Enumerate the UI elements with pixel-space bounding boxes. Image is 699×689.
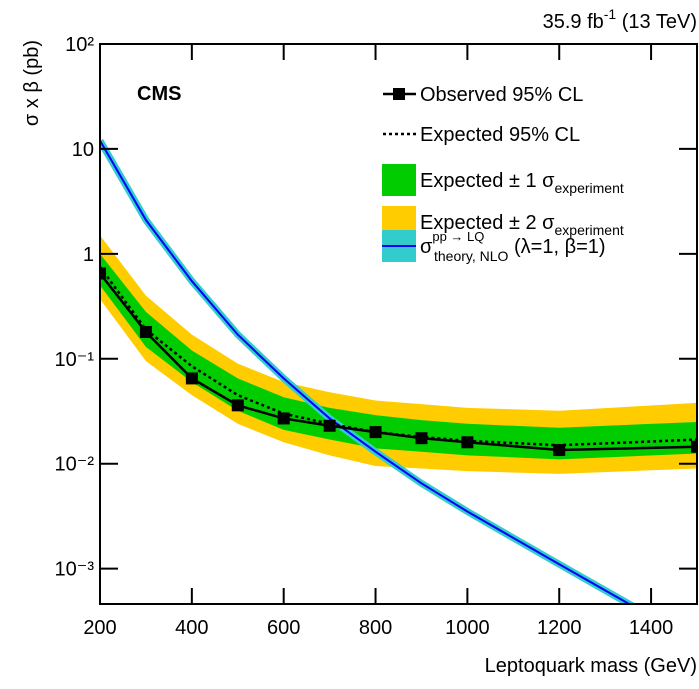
- x-tick-label: 200: [83, 617, 116, 639]
- legend-name: Expected 95% CL: [420, 124, 580, 146]
- x-tick-label: 1400: [629, 617, 674, 639]
- x-tick-label: 1200: [537, 617, 582, 639]
- observed-marker: [139, 325, 152, 338]
- legend-label: Expected ± 2 σexperiment: [420, 212, 624, 238]
- expected-line: [100, 266, 697, 447]
- observed-marker: [185, 372, 198, 385]
- legend-name: Observed 95% CL: [420, 84, 583, 106]
- legend-sub: theory, NLO: [434, 248, 509, 264]
- legend-sub: experiment: [555, 180, 624, 196]
- y-tick-label: 10: [72, 139, 94, 161]
- band: [100, 253, 697, 460]
- legend-swatch: [382, 164, 416, 196]
- x-tick-label: 600: [267, 617, 300, 639]
- x-tick-label: 800: [359, 617, 392, 639]
- lumi-text: 35.9 fb: [543, 11, 604, 33]
- lumi-suffix: (13 TeV): [616, 11, 697, 33]
- x-axis-title: Leptoquark mass (GeV): [485, 655, 697, 677]
- observed-marker: [461, 436, 474, 449]
- legend-label: σpp → LQ theory, NLO (λ=1, β=1): [420, 229, 606, 264]
- lumi-label: 35.9 fb-1 (13 TeV): [543, 6, 697, 33]
- legend-label: Expected 95% CL: [420, 124, 580, 146]
- observed-marker: [415, 432, 428, 445]
- plot-area: [100, 138, 697, 604]
- legend-swatch: [393, 88, 405, 100]
- legend: Observed 95% CL Expected 95% CL Expected ±…: [382, 84, 624, 264]
- frame: [99, 43, 698, 605]
- legend-sub: experiment: [555, 222, 624, 238]
- y-tick-label: 10⁻³: [55, 559, 95, 581]
- y-tick-label: 1: [83, 244, 94, 266]
- legend-sup: pp → LQ: [432, 229, 484, 244]
- theory-line: [100, 140, 632, 604]
- legend-name: Expected ± 1 σ: [420, 170, 555, 192]
- observed-marker: [691, 440, 697, 453]
- observed-marker: [100, 267, 106, 280]
- legend-label: Observed 95% CL: [420, 84, 583, 106]
- y-axis-title: σ x β (pb): [21, 40, 43, 126]
- observed-marker: [369, 426, 382, 439]
- observed-marker: [231, 399, 244, 412]
- observed-marker: [277, 412, 290, 425]
- observed-marker: [323, 419, 336, 432]
- y-tick-label: 10⁻²: [55, 454, 95, 476]
- y-tick-label: 10²: [65, 34, 94, 56]
- experiment-label: CMS: [137, 83, 181, 105]
- observed-marker: [553, 444, 566, 457]
- x-tick-label: 400: [175, 617, 208, 639]
- legend-name: Expected ± 2 σ: [420, 212, 555, 234]
- y-tick-label: 10⁻¹: [55, 349, 95, 371]
- x-tick-label: 1000: [445, 617, 490, 639]
- legend-name: σ: [420, 236, 433, 258]
- lumi-sup: -1: [604, 6, 617, 22]
- legend-label: Expected ± 1 σexperiment: [420, 170, 624, 196]
- legend-suffix: (λ=1, β=1): [508, 236, 605, 258]
